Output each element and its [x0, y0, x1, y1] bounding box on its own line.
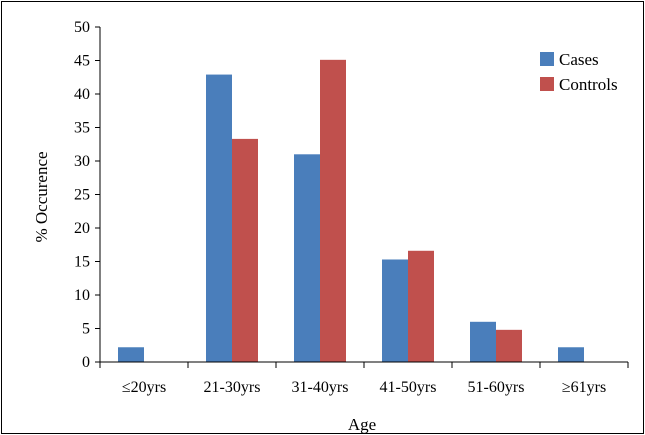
y-tick-label-35: 35: [74, 120, 90, 137]
x-tick-label-5: 51-60yrs: [468, 379, 525, 396]
x-tick-label-4: 41-50yrs: [380, 379, 437, 396]
y-tick-label-50: 50: [74, 19, 90, 36]
bar-cases-6: [558, 347, 584, 362]
x-tick-label-3: 31-40yrs: [292, 379, 349, 396]
bar-cases-1: [118, 347, 144, 362]
y-tick-label-10: 10: [74, 287, 90, 304]
axes-layer: 0 5 10 15 20 25 30 35 40 45 50 ≤20yrs 21-30yrs 31-40y…: [74, 19, 629, 396]
y-tick-label-20: 20: [74, 220, 90, 237]
x-tick-label-1: ≤20yrs: [122, 379, 166, 396]
x-tick-label-6: ≥61yrs: [562, 379, 606, 396]
bar-controls-2: [232, 138, 258, 362]
bar-cases-5: [470, 321, 496, 362]
x-axis-title: Age: [348, 415, 376, 434]
y-axis-title: % Occurence: [32, 151, 51, 242]
legend-swatch-controls: [540, 77, 554, 91]
bar-cases-2: [206, 74, 232, 362]
legend-label-cases: Cases: [559, 50, 599, 69]
y-tick-label-40: 40: [74, 86, 90, 103]
x-tick-label-2: 21-30yrs: [204, 379, 261, 396]
bar-cases-3: [294, 154, 320, 362]
bars-layer: [118, 59, 584, 363]
bar-controls-5: [496, 329, 522, 362]
legend-label-controls: Controls: [559, 75, 618, 94]
legend-swatch-cases: [540, 52, 554, 66]
bar-controls-4: [408, 250, 434, 362]
bar-cases-4: [382, 259, 408, 362]
bar-controls-3: [320, 59, 346, 363]
y-tick-label-45: 45: [74, 53, 90, 70]
y-tick-label-15: 15: [74, 254, 90, 271]
y-tick-label-0: 0: [82, 354, 90, 371]
y-tick-label-25: 25: [74, 187, 90, 204]
legend: Cases Controls: [540, 50, 618, 94]
y-tick-label-30: 30: [74, 153, 90, 170]
y-tick-label-5: 5: [82, 321, 90, 338]
